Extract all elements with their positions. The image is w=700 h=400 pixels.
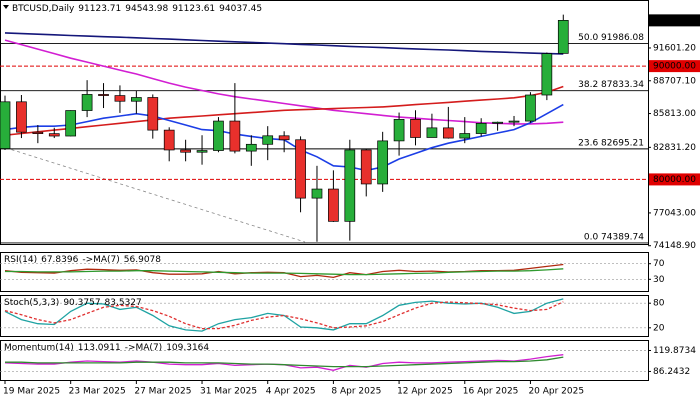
x-tick-label: 20 Apr 2025 <box>528 387 584 397</box>
legend-value: 67.8396 <box>41 255 78 265</box>
chart-title: BTCUSD,Daily 91123.71 94543.98 91123.61 9403… <box>12 4 262 14</box>
y-tick-label: 85813.00 <box>653 109 696 119</box>
candle-body <box>377 140 389 185</box>
candle-body <box>311 188 323 199</box>
panel-title: Stoch(5,3,3) 90.3757 83.5327 <box>4 298 142 308</box>
y-tick-label: 70 <box>653 259 665 269</box>
level-label: 80000.00 <box>653 175 696 185</box>
y-tick-label: 82831.20 <box>653 143 696 153</box>
indicator-line <box>5 356 564 368</box>
x-tick-label: 8 Apr 2025 <box>331 387 381 397</box>
candle-body <box>32 131 44 134</box>
panel-title: Momentum(14) 113.0911 ->MA(7) 109.3164 <box>4 343 209 353</box>
candle-body <box>229 120 241 152</box>
y-tick-label: 86.2432 <box>653 367 690 377</box>
legend-value: 109.3164 <box>166 343 209 353</box>
legend-value: 83.5327 <box>105 298 142 308</box>
level-tag <box>649 60 700 73</box>
candle-body <box>262 135 274 145</box>
candle-body <box>344 149 356 222</box>
panel-frame <box>0 252 649 292</box>
candle-body <box>492 121 503 124</box>
candle-body <box>393 119 405 142</box>
ohlc-value: 94543.98 <box>125 4 168 14</box>
title: Stoch(5,3,3) <box>4 298 59 308</box>
candle-body <box>426 127 438 138</box>
y-tick-label: 80 <box>653 299 665 309</box>
candle-body <box>541 53 553 96</box>
level-label: 90000.00 <box>653 62 696 72</box>
candle-body <box>557 20 569 54</box>
candle-body <box>147 97 159 131</box>
candle-body <box>475 122 487 134</box>
title: BTCUSD,Daily <box>12 4 75 14</box>
candle-body <box>65 110 77 137</box>
price-label: 94037.45 <box>653 16 696 26</box>
candle-body <box>459 133 471 139</box>
legend-name: ->MA(7) <box>82 255 119 265</box>
panel-title: RSI(14) 67.8396 ->MA(7) 56.9078 <box>4 255 161 265</box>
moving-average <box>4 39 564 125</box>
level-tag <box>649 173 700 186</box>
ohlc-value: 91123.61 <box>172 4 215 14</box>
y-tick-label: 119.8734 <box>653 346 696 356</box>
title: RSI(14) <box>4 255 37 265</box>
candle-body <box>410 119 421 138</box>
ohlc-value: 91123.71 <box>78 4 121 14</box>
price-tag <box>649 14 700 27</box>
y-tick-label: 77043.00 <box>653 208 696 218</box>
candle-body <box>278 135 290 141</box>
fib-label: 38.2 87833.34 <box>578 80 644 90</box>
candle-body <box>16 101 27 133</box>
candle-body <box>0 101 11 149</box>
panel-frame <box>0 295 649 337</box>
y-tick-label: 88707.10 <box>653 76 696 86</box>
ohlc-value: 94037.45 <box>219 4 262 14</box>
x-tick-label: 19 Mar 2025 <box>3 387 60 397</box>
candle-body <box>360 149 372 185</box>
title: Momentum(14) <box>4 343 74 353</box>
candle-body <box>163 129 175 151</box>
trend-line <box>0 145 306 243</box>
candle-body <box>442 127 454 139</box>
x-tick-label: 16 Apr 2025 <box>463 387 519 397</box>
candle-body <box>114 95 126 102</box>
y-tick-label: 91601.20 <box>653 43 696 53</box>
x-tick-label: 23 Mar 2025 <box>69 387 126 397</box>
y-tick-label: 74148.90 <box>653 241 696 251</box>
x-tick-label: 27 Mar 2025 <box>134 387 191 397</box>
x-tick-label: 31 Mar 2025 <box>200 387 257 397</box>
legend-name: ->MA(7) <box>125 343 162 353</box>
candle-body <box>180 149 191 153</box>
candle-body <box>328 188 339 222</box>
legend-value: 90.3757 <box>63 298 100 308</box>
fib-label: 0.0 74389.74 <box>584 232 644 242</box>
y-tick-label: 30 <box>653 275 665 285</box>
collapse-arrow <box>3 5 9 9</box>
candle-body <box>245 143 257 152</box>
indicator-line <box>4 301 564 330</box>
legend-value: 113.0911 <box>78 343 121 353</box>
moving-average <box>4 32 564 55</box>
x-tick-label: 4 Apr 2025 <box>266 387 316 397</box>
candle-body <box>295 139 306 199</box>
candle-body <box>98 94 109 96</box>
candle-body <box>508 120 520 123</box>
indicator-line <box>4 298 564 332</box>
candle-body <box>48 133 60 137</box>
candle-body <box>81 94 93 111</box>
fib-label: 23.6 82695.21 <box>578 138 644 148</box>
moving-average <box>4 85 564 136</box>
candle-body <box>525 94 536 122</box>
x-tick-label: 12 Apr 2025 <box>397 387 453 397</box>
candle-body <box>196 150 208 153</box>
candle-body <box>213 120 224 151</box>
y-tick-label: 20 <box>653 323 665 333</box>
indicator-line <box>5 268 564 276</box>
fib-label: 50.0 91986.08 <box>578 33 644 43</box>
candle-body <box>131 97 142 102</box>
legend-value: 56.9078 <box>124 255 161 265</box>
